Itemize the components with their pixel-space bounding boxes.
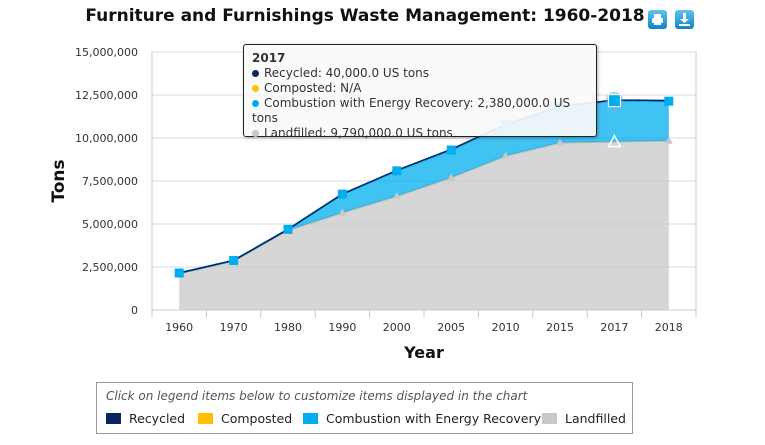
download-button[interactable]	[675, 10, 694, 29]
legend-label: Combustion with Energy Recovery	[326, 411, 542, 426]
y-axis-title: Tons	[49, 159, 69, 202]
y-tick-label: 15,000,000	[75, 46, 138, 59]
legend-item-recycled[interactable]: Recycled	[106, 411, 185, 426]
legend-swatch	[106, 413, 121, 424]
combustion-dot-icon	[252, 100, 259, 107]
print-icon	[652, 14, 663, 25]
landfilled-marker	[556, 138, 564, 146]
legend-swatch	[542, 413, 557, 424]
composted-dot-icon	[252, 85, 259, 92]
tooltip-line: Combustion with Energy Recovery: 2,380,0…	[252, 96, 571, 125]
area-landfilled	[179, 140, 669, 310]
combustion-marker	[446, 145, 456, 155]
landfilled-marker	[447, 173, 456, 181]
legend-item-composted[interactable]: Composted	[198, 411, 292, 426]
legend-label: Composted	[221, 411, 293, 426]
recycled-dot-icon	[252, 70, 259, 77]
landfilled-dot-icon	[252, 130, 259, 137]
x-tick-label: 2005	[437, 321, 465, 334]
x-tick-label: 1980	[274, 321, 302, 334]
x-tick-label: 2015	[546, 321, 574, 334]
x-tick-label: 2018	[655, 321, 683, 334]
combustion-marker	[174, 268, 184, 278]
y-tick-label: 0	[131, 304, 138, 317]
chart-title: Furniture and Furnishings Waste Manageme…	[85, 6, 645, 26]
combustion-marker	[229, 255, 239, 265]
combustion-marker	[337, 189, 347, 199]
x-axis-title: Year	[403, 343, 444, 362]
x-tick-label: 1990	[328, 321, 356, 334]
legend-label: Landfilled	[565, 411, 626, 426]
legend-hint: Click on legend items below to customize…	[106, 389, 528, 403]
x-tick-label: 2010	[492, 321, 520, 334]
tooltip-line: Composted: N/A	[264, 81, 362, 95]
landfilled-marker	[501, 151, 510, 159]
x-tick-label: 1960	[165, 321, 193, 334]
landfilled-marker	[607, 134, 622, 148]
legend-item-landfilled[interactable]: Landfilled	[542, 411, 626, 426]
landfilled-marker	[392, 192, 401, 200]
tooltip-line: Landfilled: 9,790,000.0 US tons	[264, 126, 453, 140]
legend-swatch	[303, 413, 318, 424]
tooltip-year: 2017	[252, 51, 286, 65]
y-tick-label: 5,000,000	[82, 218, 138, 231]
chart-area: 0 2,500,000 5,000,000 7,500,000 10,000,000 12…	[49, 46, 697, 362]
download-icon	[679, 13, 690, 26]
legend-label: Recycled	[129, 411, 186, 426]
legend-swatch	[198, 413, 213, 424]
y-tick-label: 2,500,000	[82, 261, 138, 274]
print-button[interactable]	[648, 10, 667, 29]
x-tick-label: 1970	[220, 321, 248, 334]
combustion-marker	[283, 224, 293, 234]
legend-item-combustion[interactable]: Combustion with Energy Recovery	[303, 411, 541, 426]
legend: Click on legend items below to customize…	[96, 382, 633, 434]
landfilled-marker	[338, 208, 347, 216]
x-tick-label: 2017	[600, 321, 628, 334]
y-tick-label: 10,000,000	[75, 132, 138, 145]
tooltip-line: Recycled: 40,000.0 US tons	[264, 66, 430, 80]
tooltip: 2017 Recycled: 40,000.0 US tons Composte…	[243, 44, 597, 140]
area-combustion-with-energy-recovery	[179, 100, 669, 274]
combustion-marker	[664, 96, 674, 106]
x-tick-label: 2000	[383, 321, 411, 334]
y-tick-label: 7,500,000	[82, 175, 138, 188]
landfilled-marker	[664, 136, 673, 144]
combustion-marker	[392, 166, 402, 176]
combustion-marker	[607, 94, 621, 108]
y-tick-label: 12,500,000	[75, 89, 138, 102]
